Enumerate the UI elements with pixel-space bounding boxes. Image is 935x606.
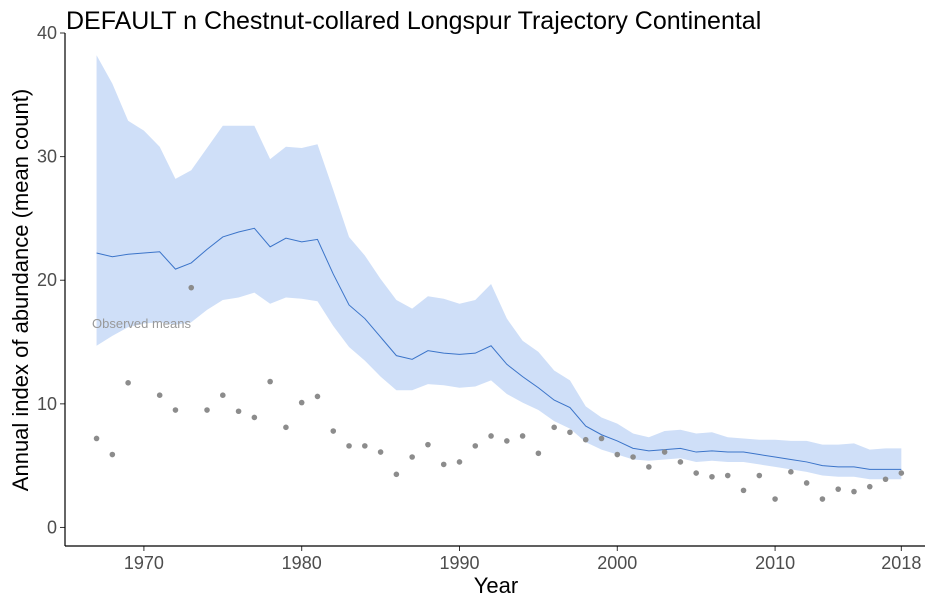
observed-mean-point: [709, 473, 715, 480]
observed-mean-point: [362, 443, 368, 449]
y-tick-label: 0: [47, 517, 57, 537]
chart-title: DEFAULT n Chestnut-collared Longspur Tra…: [66, 7, 761, 35]
y-axis-title: Annual index of abundance (mean count): [8, 89, 33, 491]
observed-mean-point: [788, 469, 794, 475]
observed-mean-point: [646, 464, 652, 470]
observed-mean-point: [267, 378, 273, 385]
y-tick-label: 10: [37, 394, 57, 414]
observed-mean-point: [582, 436, 589, 443]
y-axis-ticks: 0 10 20 30 40: [37, 23, 65, 537]
observed-mean-point: [314, 393, 321, 400]
observed-mean-point: [882, 476, 889, 483]
observed-mean-point: [614, 451, 621, 458]
observed-mean-point: [220, 392, 226, 398]
observed-mean-point: [740, 487, 747, 494]
x-axis-ticks: 1970 1980 1990 2000 2010 2018: [124, 546, 921, 573]
x-tick-label: 2018: [881, 553, 921, 573]
observed-mean-point: [93, 435, 100, 442]
observed-mean-point: [298, 399, 305, 406]
observed-mean-point: [866, 483, 873, 490]
observed-mean-point: [330, 428, 337, 434]
observed-means-annotation: Observed means: [92, 316, 191, 331]
observed-mean-point: [188, 284, 195, 291]
observed-mean-point: [393, 471, 400, 478]
observed-mean-point: [519, 433, 526, 439]
observed-mean-point: [772, 496, 778, 502]
plot-area: [93, 55, 905, 502]
observed-mean-point: [677, 459, 684, 465]
observed-mean-point: [125, 380, 131, 386]
observed-mean-point: [693, 470, 699, 476]
x-tick-label: 1990: [439, 553, 479, 573]
observed-mean-point: [283, 424, 289, 431]
observed-mean-point: [724, 472, 731, 479]
observed-mean-point: [488, 433, 494, 439]
observed-mean-point: [630, 454, 636, 460]
observed-mean-point: [456, 459, 463, 465]
x-axis-title: Year: [474, 573, 518, 598]
x-tick-label: 1980: [282, 553, 322, 573]
observed-mean-point: [851, 488, 857, 495]
observed-mean-point: [425, 441, 431, 448]
trend-line: [96, 227, 902, 470]
observed-mean-point: [251, 414, 258, 421]
observed-mean-point: [235, 408, 242, 415]
observed-mean-point: [803, 480, 810, 486]
observed-mean-point: [551, 424, 557, 431]
observed-mean-point: [346, 443, 352, 449]
observed-mean-point: [567, 429, 573, 436]
observed-mean-point: [377, 449, 384, 455]
observed-mean-point: [409, 454, 415, 460]
x-tick-label: 2000: [597, 553, 637, 573]
y-tick-label: 20: [37, 270, 57, 290]
observed-mean-point: [472, 443, 479, 449]
observed-mean-point: [440, 461, 447, 468]
y-tick-label: 40: [37, 23, 57, 43]
observed-mean-point: [835, 486, 842, 492]
observed-mean-point: [535, 450, 542, 457]
observed-mean-point: [172, 407, 179, 413]
x-tick-label: 1970: [124, 553, 164, 573]
observed-mean-point: [819, 496, 826, 502]
x-tick-label: 2010: [755, 553, 795, 573]
observed-mean-point: [898, 470, 905, 476]
observed-mean-point: [661, 449, 668, 455]
observed-mean-point: [156, 392, 163, 398]
confidence-band: [96, 55, 902, 480]
observed-mean-point: [504, 438, 510, 444]
observed-mean-point: [109, 451, 116, 458]
y-tick-label: 30: [37, 147, 57, 167]
observed-mean-point: [598, 435, 605, 442]
observed-mean-point: [756, 472, 763, 479]
observed-mean-point: [204, 407, 210, 413]
